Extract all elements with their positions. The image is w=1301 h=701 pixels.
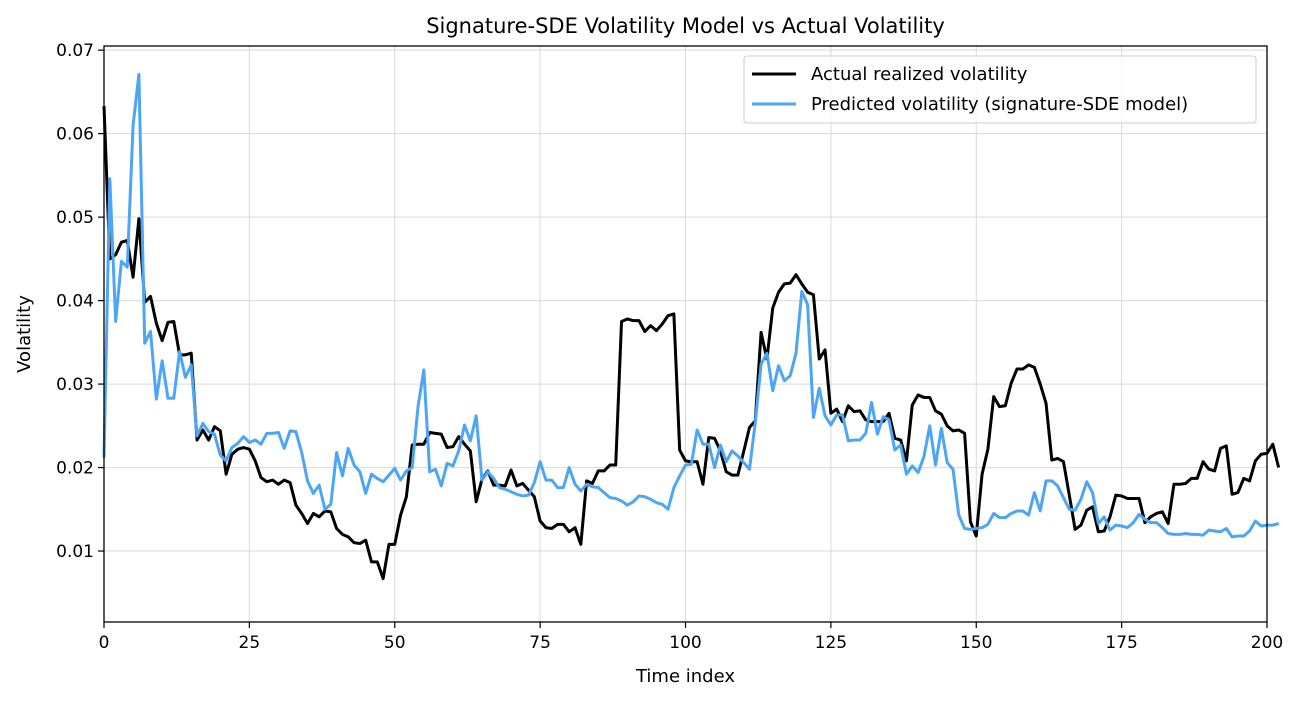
x-tick-label: 25 xyxy=(239,633,261,653)
y-tick-label: 0.02 xyxy=(56,459,94,479)
x-tick-label: 100 xyxy=(669,633,701,653)
legend-label-actual: Actual realized volatility xyxy=(811,64,1028,85)
y-tick-label: 0.06 xyxy=(56,125,94,145)
chart-title: Signature-SDE Volatility Model vs Actual… xyxy=(426,14,945,38)
y-tick-label: 0.07 xyxy=(56,41,94,61)
grid xyxy=(103,46,1268,622)
x-tick-label: 0 xyxy=(99,633,110,653)
legend: Actual realized volatility Predicted vol… xyxy=(743,55,1257,124)
y-axis-label: Volatility xyxy=(14,295,35,373)
x-tick-label: 50 xyxy=(384,633,406,653)
x-tick-label: 175 xyxy=(1105,633,1137,653)
x-tick-label: 75 xyxy=(529,633,551,653)
y-tick-label: 0.03 xyxy=(56,375,94,395)
y-tick-label: 0.05 xyxy=(56,208,94,228)
x-tick-label: 125 xyxy=(815,633,847,653)
legend-box xyxy=(743,55,1257,124)
series-line-actual xyxy=(102,106,1281,581)
legend-label-predicted: Predicted volatility (signature-SDE mode… xyxy=(811,94,1188,115)
y-tick-label: 0.01 xyxy=(56,542,94,562)
y-tick-label: 0.04 xyxy=(56,292,94,312)
x-axis-label: Time index xyxy=(635,666,735,687)
axis-ticks: 0 25 50 75 100 125 150 175 200 0.01 0.02 0.03 0.04 0.… xyxy=(56,41,1283,653)
x-tick-label: 200 xyxy=(1251,633,1283,653)
x-tick-label: 150 xyxy=(960,633,992,653)
series-line-predicted xyxy=(102,72,1280,539)
series-layer xyxy=(102,72,1281,581)
